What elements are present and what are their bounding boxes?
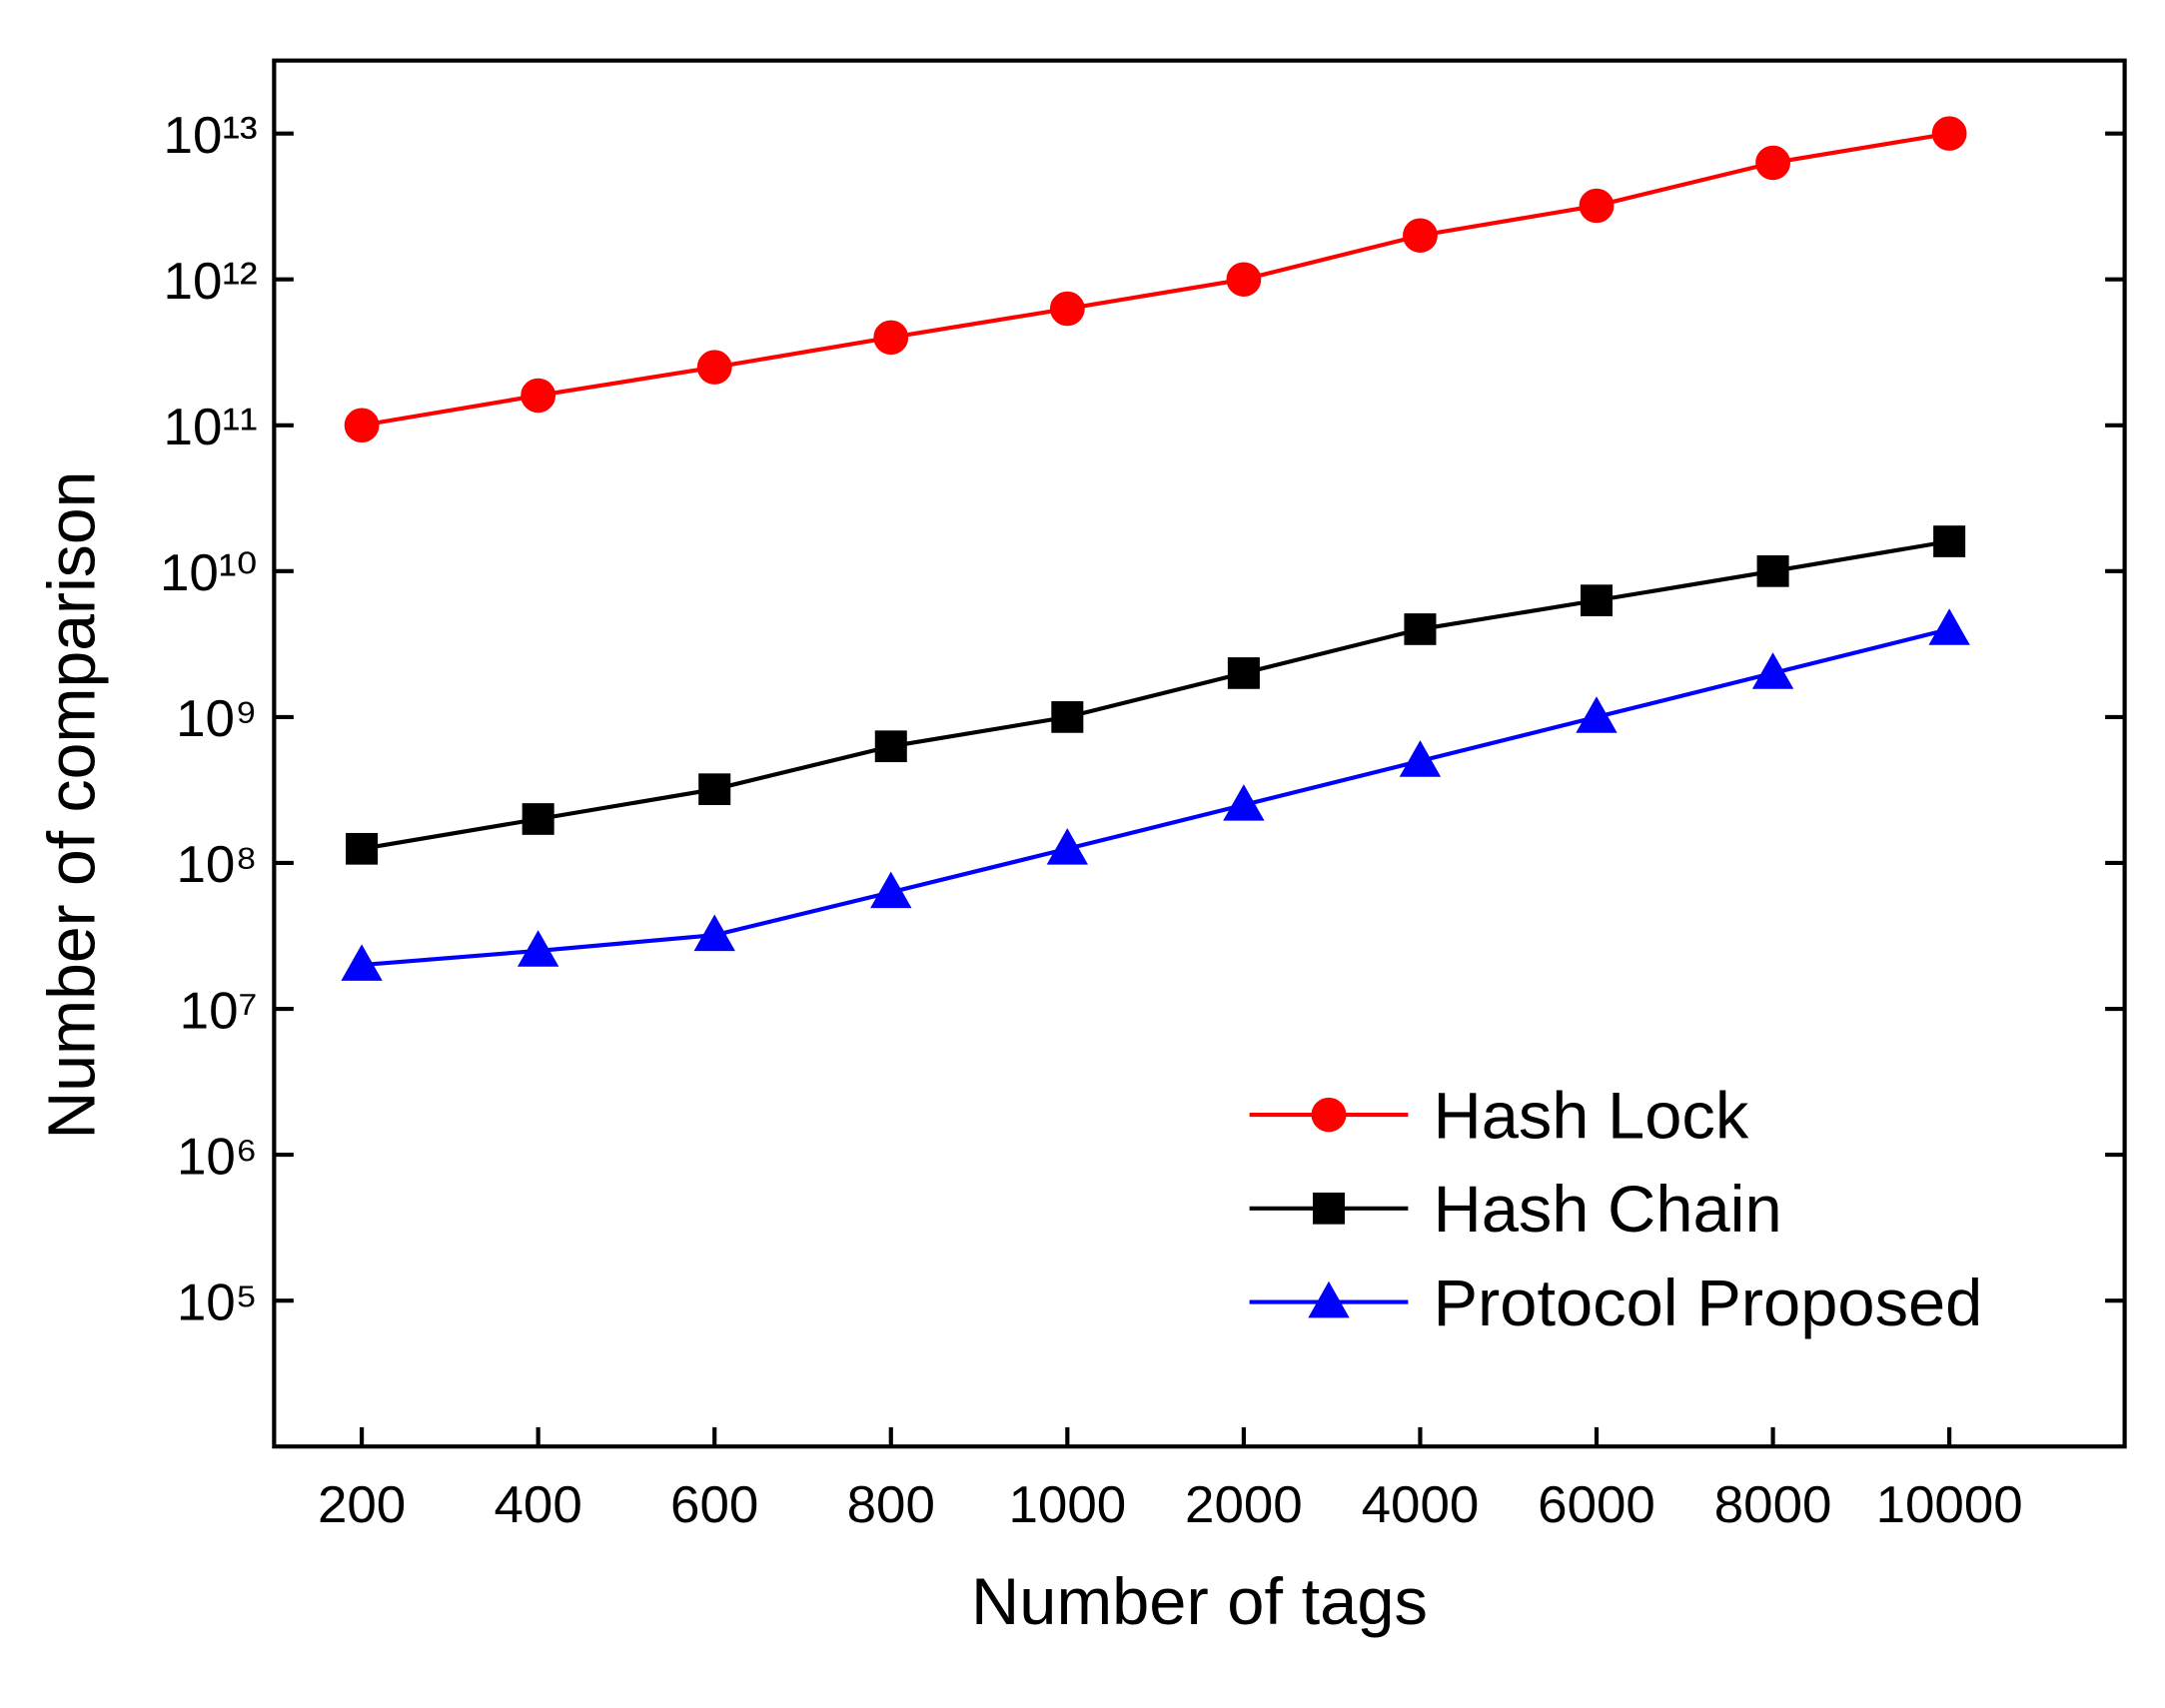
y-tick-label: 10¹² [164,252,258,311]
legend-marker [1311,1097,1347,1133]
y-tick-label: 10¹¹ [164,398,258,456]
y-axis-title: Number of comparison [35,471,109,1140]
data-point [696,350,732,385]
series-line [361,131,1950,427]
data-point [1931,116,1967,151]
plot-frame [272,58,2127,1449]
data-point [870,871,912,909]
y-tick-label: 10¹³ [164,106,258,165]
data-point [873,320,909,356]
x-tick-label: 400 [495,1475,582,1534]
data-point [1579,188,1615,224]
x-tick-label: 200 [318,1475,406,1534]
data-point [1928,608,1970,645]
data-point [1403,218,1438,253]
legend-label: Hash Chain [1433,1174,1781,1248]
data-point [874,730,907,763]
data-point [344,408,380,443]
data-point [1049,291,1085,327]
y-tick-label: 10⁹ [176,689,258,748]
y-tick-label: 10⁸ [176,835,257,894]
legend-label: Protocol Proposed [1433,1267,1982,1340]
x-tick-label: 10000 [1876,1475,2023,1534]
y-tick-label: 10⁷ [180,982,258,1041]
y-tick-label: 10⁶ [177,1128,258,1187]
x-tick-label: 2000 [1185,1475,1303,1534]
data-point [522,803,554,835]
data-point [698,773,731,806]
data-point [1933,525,1966,557]
legend-marker [1312,1192,1346,1225]
data-point [517,930,559,967]
data-point [1756,554,1789,587]
data-point [1755,145,1790,181]
legend-label: Hash Lock [1433,1080,1749,1154]
data-point [341,944,383,981]
x-tick-label: 4000 [1362,1475,1480,1534]
data-point [1226,262,1262,297]
data-point [1399,740,1442,777]
x-tick-label: 8000 [1714,1475,1832,1534]
data-point [1404,613,1437,645]
data-point [1576,696,1618,733]
legend-marker [1308,1281,1350,1318]
data-point [1227,657,1260,689]
x-tick-label: 600 [670,1475,758,1534]
data-point [346,832,379,865]
data-point [521,378,556,414]
data-point [1580,584,1614,616]
series-line [361,626,1950,968]
y-tick-label: 10⁵ [177,1274,258,1332]
data-point [1046,828,1089,865]
series-line [361,538,1950,851]
data-point [1751,652,1794,689]
data-point [693,914,735,952]
y-tick-label: 10¹⁰ [160,543,258,602]
x-tick-label: 6000 [1538,1475,1655,1534]
x-tick-label: 800 [847,1475,935,1534]
data-point [1051,701,1084,733]
x-tick-label: 1000 [1008,1475,1126,1534]
x-axis-title: Number of tags [971,1565,1428,1639]
data-point [1223,784,1265,821]
